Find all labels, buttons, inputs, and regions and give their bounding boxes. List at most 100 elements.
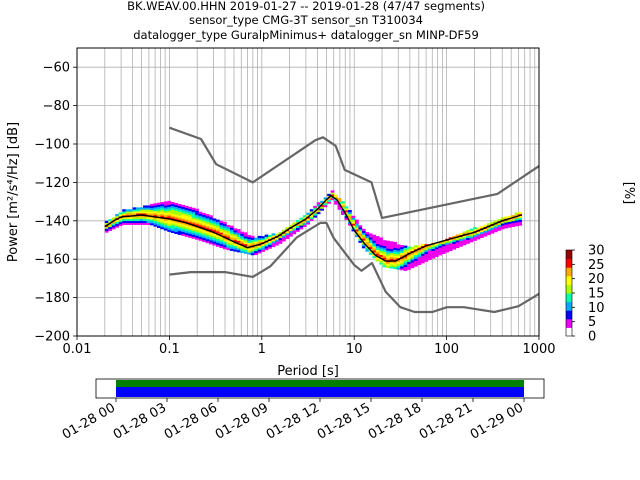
density-cell bbox=[195, 218, 199, 221]
density-cell bbox=[181, 210, 186, 213]
density-cell bbox=[261, 240, 265, 243]
density-cell bbox=[209, 242, 213, 245]
density-cell bbox=[268, 236, 272, 240]
density-cell bbox=[170, 211, 175, 214]
density-cell bbox=[170, 217, 175, 220]
density-cell bbox=[410, 246, 415, 250]
density-cell bbox=[427, 250, 432, 253]
density-cell bbox=[198, 221, 203, 224]
density-cell bbox=[431, 244, 436, 248]
density-cell bbox=[354, 234, 359, 238]
density-cell bbox=[410, 264, 415, 267]
density-cell bbox=[302, 220, 307, 224]
density-cell bbox=[379, 260, 384, 263]
density-cell bbox=[393, 247, 397, 250]
density-cell bbox=[466, 237, 470, 240]
density-cell bbox=[212, 222, 217, 225]
density-cell bbox=[368, 241, 373, 244]
timeline-tick-label: 01-28 12 bbox=[264, 400, 322, 442]
density-cell bbox=[264, 238, 269, 241]
density-cell bbox=[205, 227, 210, 230]
x-axis-ticks: 0.01 0.1 1 10 100 1000 bbox=[63, 336, 556, 357]
density-cell bbox=[420, 247, 425, 250]
density-cell bbox=[153, 216, 158, 219]
density-cell bbox=[209, 228, 213, 231]
density-cell bbox=[344, 217, 349, 221]
density-cell bbox=[407, 263, 411, 266]
density-cell bbox=[431, 246, 436, 249]
density-cell bbox=[427, 248, 432, 251]
density-cell bbox=[108, 219, 113, 222]
density-cell bbox=[202, 212, 206, 216]
density-cell bbox=[129, 222, 133, 225]
density-cell bbox=[177, 225, 182, 228]
density-cell bbox=[118, 221, 123, 225]
density-cell bbox=[389, 254, 394, 257]
density-cell bbox=[125, 209, 130, 212]
density-cell bbox=[136, 222, 140, 225]
density-cell bbox=[306, 212, 311, 215]
density-cell bbox=[438, 247, 443, 250]
density-cell bbox=[504, 224, 509, 227]
density-cell bbox=[139, 216, 144, 220]
density-cell bbox=[222, 221, 227, 225]
density-cell bbox=[365, 249, 370, 252]
density-cell bbox=[382, 265, 387, 268]
density-cell bbox=[215, 227, 220, 230]
density-cell bbox=[400, 250, 404, 253]
density-cell bbox=[365, 232, 370, 235]
density-cell bbox=[240, 243, 245, 246]
density-cell bbox=[167, 200, 172, 204]
density-cell bbox=[483, 228, 488, 231]
density-cell bbox=[348, 217, 352, 220]
density-cell bbox=[149, 223, 154, 226]
density-cell bbox=[448, 243, 453, 246]
density-cell bbox=[316, 208, 321, 211]
density-cell bbox=[466, 233, 470, 237]
density-cell bbox=[414, 260, 418, 263]
density-cell bbox=[215, 223, 220, 226]
density-cell bbox=[420, 255, 425, 258]
density-cell bbox=[327, 201, 331, 204]
density-cell bbox=[441, 245, 446, 249]
density-cell bbox=[219, 236, 224, 239]
density-cell bbox=[205, 239, 210, 242]
density-cell bbox=[257, 247, 262, 250]
density-cell bbox=[375, 257, 380, 260]
density-cell bbox=[455, 234, 460, 237]
density-cell bbox=[170, 213, 175, 216]
density-cell bbox=[354, 219, 359, 222]
density-cell bbox=[195, 227, 199, 231]
density-cell bbox=[202, 214, 206, 218]
density-cell bbox=[480, 226, 484, 229]
density-cell bbox=[229, 242, 234, 246]
density-cell bbox=[146, 213, 151, 216]
density-cell bbox=[393, 253, 397, 256]
density-cell bbox=[514, 212, 519, 215]
density-cell bbox=[191, 213, 196, 216]
density-cell bbox=[219, 224, 224, 227]
density-cell bbox=[198, 215, 203, 218]
density-cell bbox=[341, 203, 345, 206]
density-cell bbox=[170, 230, 175, 234]
density-cell bbox=[281, 239, 286, 242]
density-cell bbox=[299, 227, 304, 230]
density-cell bbox=[514, 218, 519, 221]
density-cell bbox=[313, 205, 318, 208]
density-cell bbox=[441, 242, 446, 245]
density-cell bbox=[497, 222, 502, 226]
density-cell bbox=[195, 235, 199, 238]
density-cell bbox=[361, 240, 366, 243]
density-cell bbox=[202, 239, 206, 242]
density-cell bbox=[424, 248, 429, 251]
density-cell bbox=[188, 225, 192, 229]
density-cell bbox=[215, 225, 220, 228]
density-cell bbox=[285, 232, 290, 236]
density-cell bbox=[156, 202, 161, 205]
density-cell bbox=[184, 205, 189, 209]
density-cell bbox=[254, 239, 258, 242]
density-cell bbox=[434, 245, 439, 248]
density-cell bbox=[396, 255, 401, 259]
density-cell bbox=[264, 244, 269, 247]
density-cell bbox=[136, 209, 140, 212]
